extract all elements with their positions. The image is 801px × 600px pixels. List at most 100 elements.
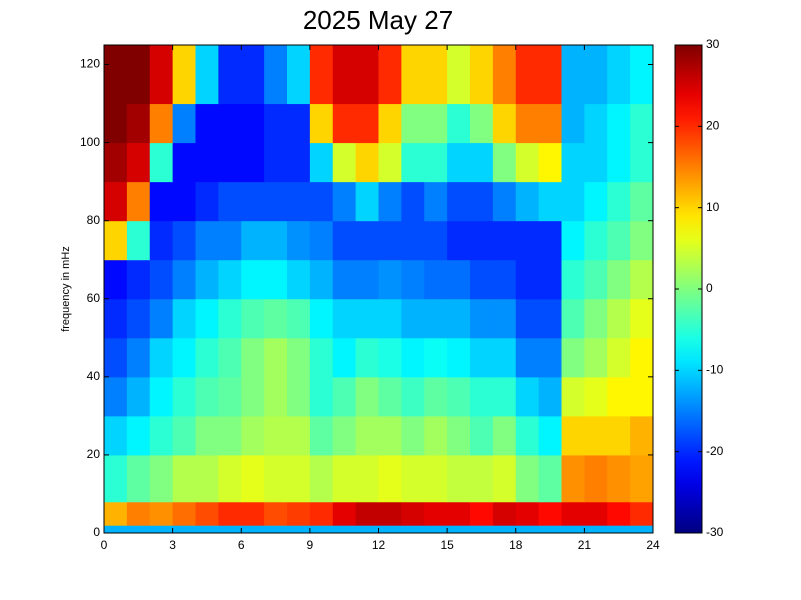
heatmap-cell: [561, 181, 585, 222]
y-tick-label: 40: [87, 369, 101, 383]
colorbar-tick-label: -20: [706, 444, 724, 458]
heatmap-cell: [447, 45, 471, 105]
heatmap-cell: [195, 181, 219, 222]
heatmap-cell: [607, 525, 631, 534]
heatmap-cell: [515, 259, 540, 300]
x-tick-label: 12: [372, 538, 386, 552]
heatmap-cell: [104, 337, 128, 378]
heatmap-cell: [172, 142, 196, 183]
heatmap-cell: [630, 415, 654, 456]
heatmap-cell: [264, 181, 288, 222]
heatmap-cell: [172, 415, 196, 456]
heatmap-cell: [104, 142, 128, 183]
heatmap-cell: [470, 259, 494, 300]
heatmap-cell: [447, 337, 471, 378]
heatmap-cell: [492, 103, 517, 144]
heatmap-cell: [470, 454, 494, 503]
heatmap-cell: [584, 337, 608, 378]
heatmap-cell: [538, 501, 562, 526]
heatmap-cell: [149, 220, 174, 261]
heatmap-cell: [218, 298, 242, 339]
heatmap-cell: [538, 376, 562, 417]
heatmap-cell: [470, 376, 494, 417]
heatmap-cell: [538, 259, 562, 300]
heatmap-cell: [287, 501, 311, 526]
heatmap-cell: [355, 525, 379, 534]
heatmap-cell: [218, 181, 242, 222]
heatmap-cell: [355, 501, 379, 526]
heatmap-cell: [492, 142, 517, 183]
heatmap-cell: [195, 501, 219, 526]
heatmap-cell: [195, 298, 219, 339]
heatmap-cell: [104, 415, 128, 456]
heatmap-cell: [401, 415, 425, 456]
heatmap-cell: [561, 415, 585, 456]
heatmap-cell: [126, 454, 151, 503]
heatmap-cell: [264, 415, 288, 456]
colorbar-tick-label: -30: [706, 525, 724, 539]
heatmap-cell: [355, 259, 379, 300]
heatmap-cell: [126, 259, 151, 300]
heatmap-cell: [104, 220, 128, 261]
heatmap-cell: [447, 142, 471, 183]
heatmap-cell: [584, 259, 608, 300]
heatmap-cell: [355, 376, 379, 417]
heatmap-cell: [172, 525, 196, 534]
heatmap-cell: [470, 220, 494, 261]
heatmap-cell: [126, 376, 151, 417]
heatmap-cell: [401, 298, 425, 339]
heatmap-cell: [172, 103, 196, 144]
heatmap-cell: [332, 298, 357, 339]
heatmap-cell: [287, 525, 311, 534]
heatmap-cell: [470, 142, 494, 183]
heatmap-cell: [447, 181, 471, 222]
heatmap-cell: [630, 298, 654, 339]
heatmap-cell: [515, 415, 540, 456]
heatmap-cell: [607, 45, 631, 105]
heatmap-cell: [287, 415, 311, 456]
heatmap-cell: [287, 298, 311, 339]
heatmap-cell: [470, 103, 494, 144]
heatmap-cell: [492, 454, 517, 503]
heatmap-cell: [424, 501, 448, 526]
heatmap-cell: [241, 45, 265, 105]
heatmap-cell: [218, 259, 242, 300]
heatmap-cell: [447, 376, 471, 417]
heatmap-cell: [424, 415, 448, 456]
heatmap-cell: [401, 220, 425, 261]
heatmap-cell: [515, 298, 540, 339]
heatmap-cell: [424, 181, 448, 222]
heatmap-cell: [149, 454, 174, 503]
heatmap-cell: [126, 181, 151, 222]
heatmap-cell: [538, 337, 562, 378]
heatmap-cell: [149, 103, 174, 144]
heatmap-cell: [584, 415, 608, 456]
y-tick-label: 80: [87, 213, 101, 227]
heatmap-cell: [378, 181, 402, 222]
heatmap-cell: [538, 45, 562, 105]
heatmap-cell: [126, 103, 151, 144]
heatmap-cell: [424, 220, 448, 261]
heatmap-cell: [447, 454, 471, 503]
heatmap-cell: [630, 103, 654, 144]
heatmap-cell: [309, 525, 334, 534]
heatmap-cell: [309, 298, 334, 339]
heatmap-cell: [309, 220, 334, 261]
heatmap-cell: [195, 259, 219, 300]
heatmap-cell: [401, 103, 425, 144]
heatmap-cell: [630, 45, 654, 105]
heatmap-cell: [584, 181, 608, 222]
heatmap-cell: [538, 454, 562, 503]
heatmap-cell: [218, 142, 242, 183]
heatmap-cell: [104, 298, 128, 339]
heatmap-cell: [538, 415, 562, 456]
heatmap-cell: [355, 298, 379, 339]
heatmap-cell: [309, 181, 334, 222]
heatmap-cell: [172, 501, 196, 526]
chart-title: 2025 May 27: [303, 5, 453, 35]
heatmap-cell: [538, 298, 562, 339]
heatmap-cell: [378, 45, 402, 105]
heatmap-cell: [287, 337, 311, 378]
heatmap-cell: [424, 298, 448, 339]
heatmap-cell: [309, 376, 334, 417]
